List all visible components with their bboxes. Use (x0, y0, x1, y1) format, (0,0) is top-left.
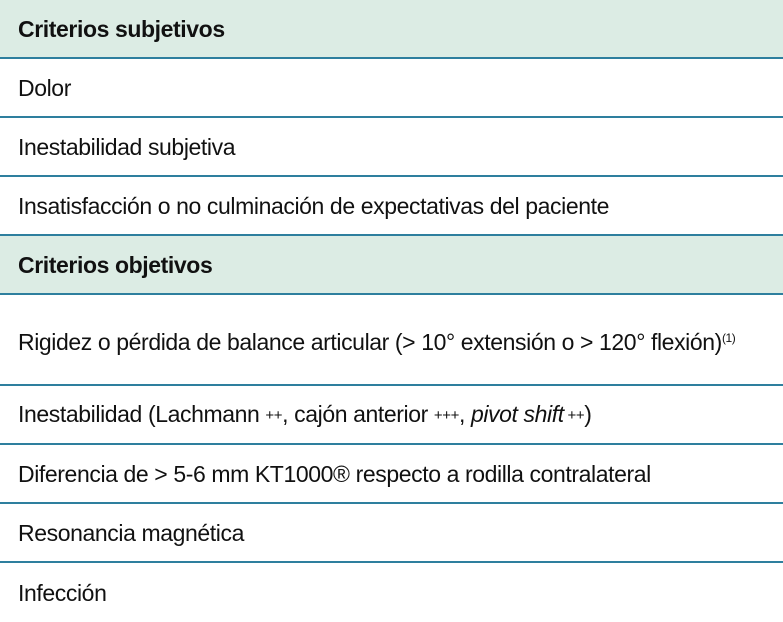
row-text: , (458, 400, 471, 427)
table-row: Dolor (0, 59, 783, 118)
row-text: ) (584, 400, 592, 427)
grade: ++ (563, 406, 585, 424)
row-text: , cajón anterior (282, 400, 434, 427)
row-text: Rigidez o pérdida de balance articular (… (18, 328, 722, 355)
footnote-ref: (1) (721, 330, 736, 345)
section-header-subjective: Criterios subjetivos (0, 0, 783, 59)
section-header-objective: Criterios objetivos (0, 236, 783, 295)
grade: +++ (433, 406, 459, 424)
table-row: Rigidez o pérdida de balance articular (… (0, 295, 783, 386)
table-row: Insatisfacción o no culminación de expec… (0, 177, 783, 236)
row-text: Inestabilidad (Lachmann (18, 400, 266, 427)
table-row: Inestabilidad subjetiva (0, 118, 783, 177)
table-row: Inestabilidad (Lachmann ++, cajón anteri… (0, 386, 783, 445)
table-row: Infección (18, 579, 107, 606)
grade: ++ (265, 406, 283, 424)
table-row: Resonancia magnética (0, 504, 783, 563)
italic-term: pivot shift (470, 400, 564, 427)
table-row: Diferencia de > 5-6 mm KT1000® respecto … (0, 445, 783, 504)
